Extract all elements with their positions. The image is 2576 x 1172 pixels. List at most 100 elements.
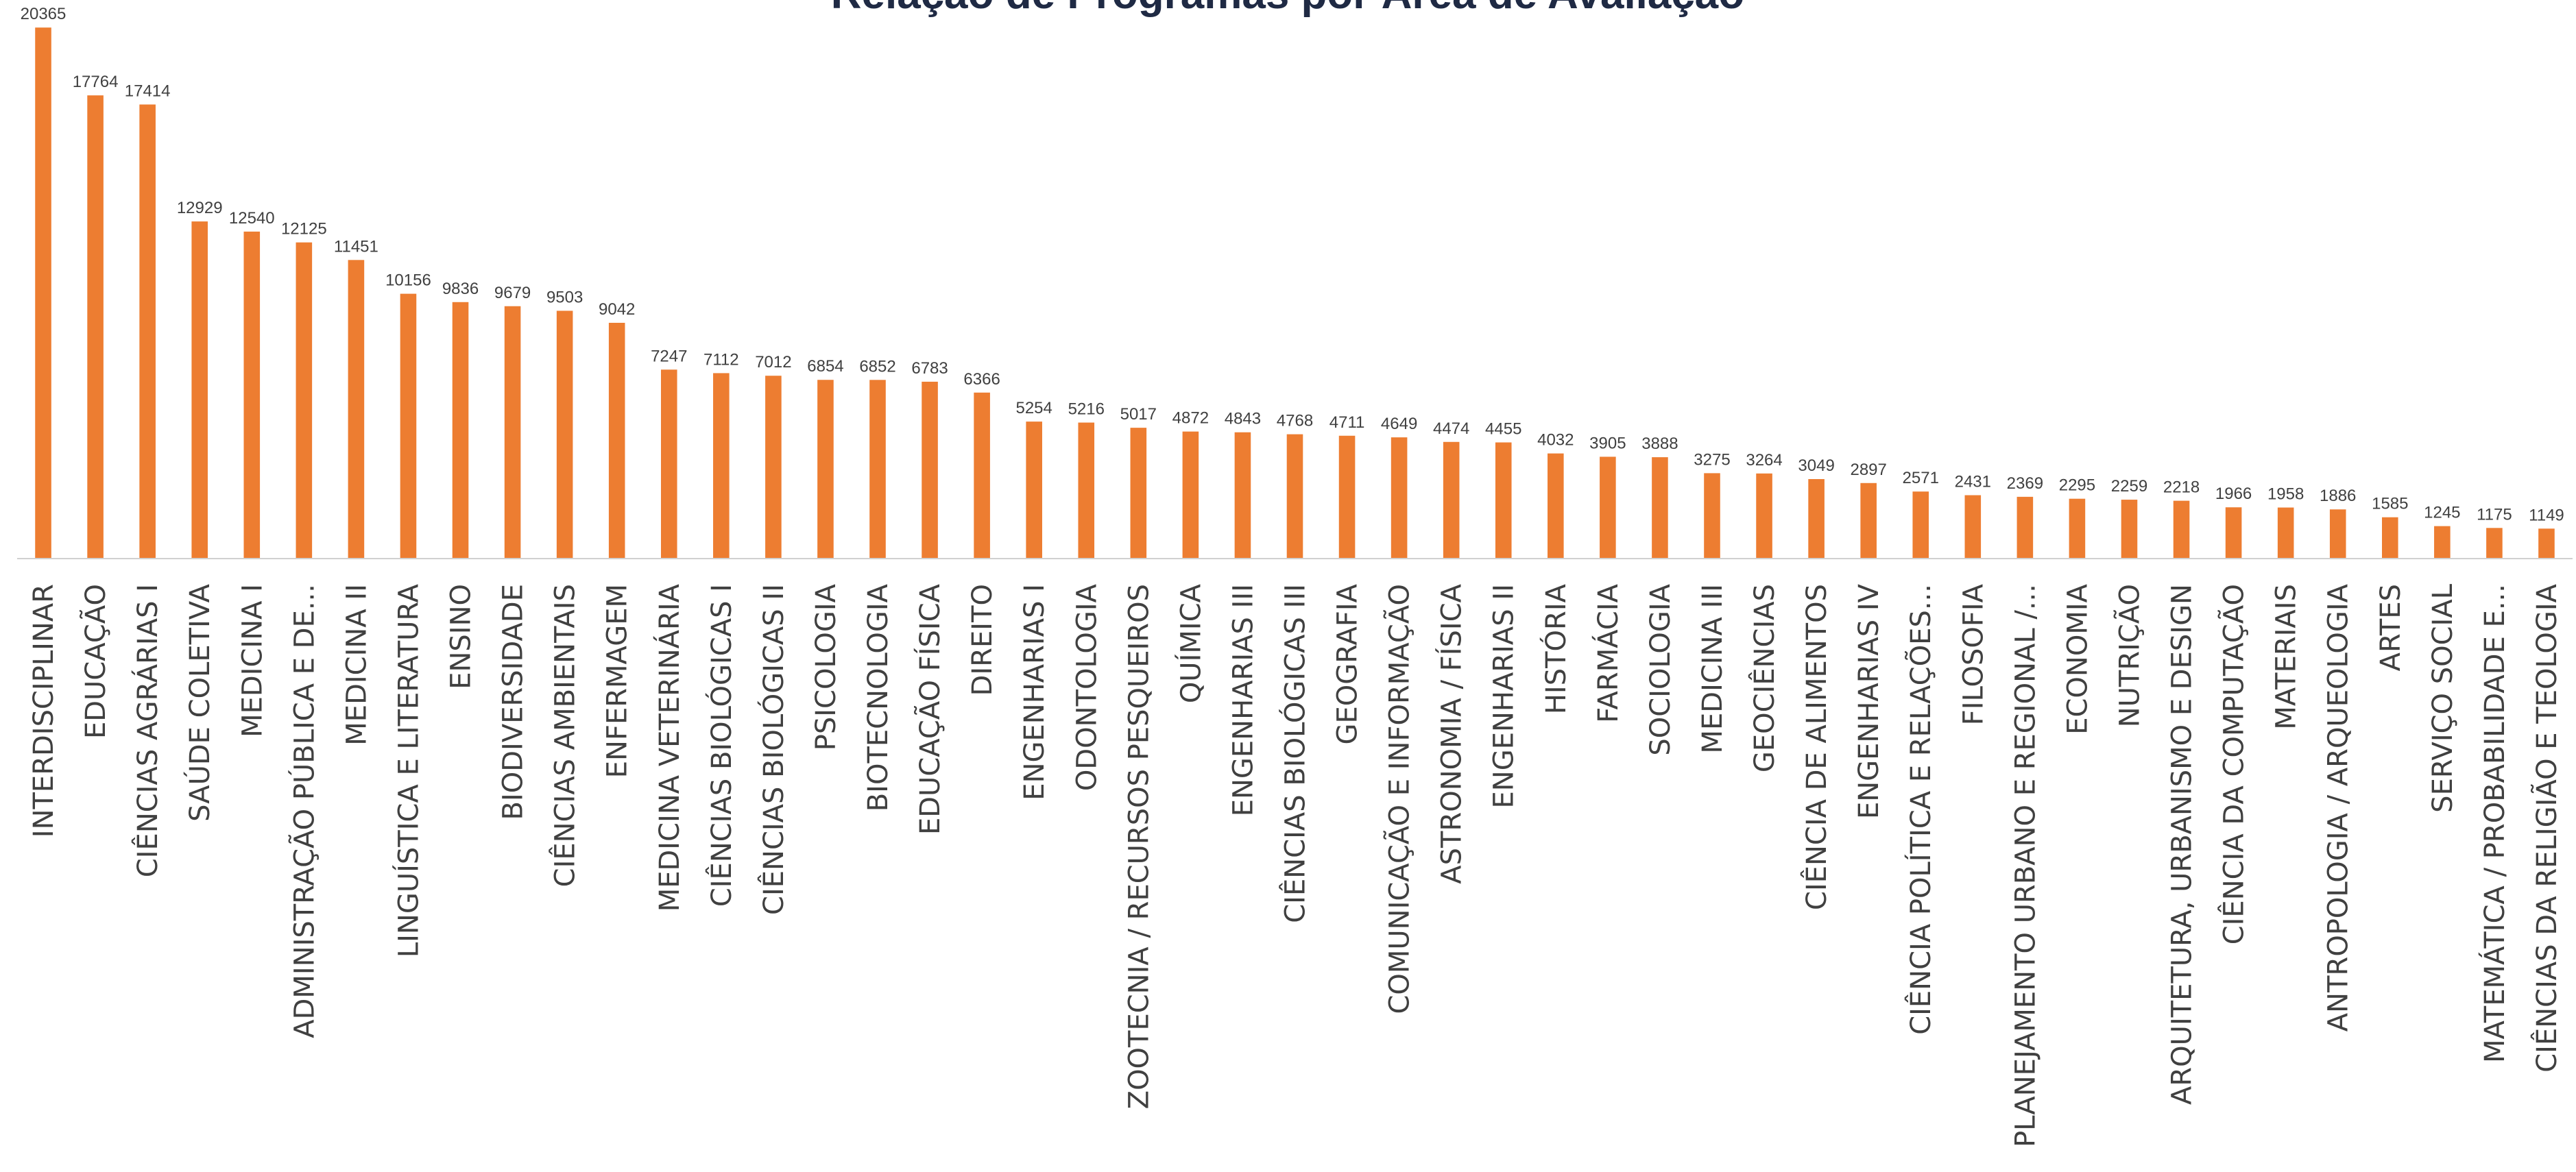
x-tick-label: CIÊNCIAS DA RELIGIÃO E TEOLOGIA: [2530, 583, 2563, 1072]
data-label: 1958: [2267, 485, 2304, 504]
bar: [869, 380, 886, 559]
bar: [1078, 422, 1095, 559]
x-tick-label: BIOTECNOLOGIA: [863, 583, 894, 811]
bar: [1391, 437, 1408, 559]
x-tick-label: FILOSOFIA: [1958, 583, 1989, 725]
x-tick-label: GEOCIÊNCIAS: [1748, 584, 1781, 772]
data-label: 5017: [1120, 405, 1157, 424]
x-tick-label: ANTROPOLOGIA / ARQUEOLOGIA: [2323, 583, 2355, 1031]
x-tick-label: ZOOTECNIA / RECURSOS PESQUEIROS: [1123, 584, 1155, 1109]
data-label: 12125: [281, 220, 327, 239]
x-tick-label: SOCIOLOGIA: [1645, 583, 1676, 755]
data-label: 1585: [2372, 495, 2408, 513]
x-tick-label: BIODIVERSIDADE: [498, 584, 529, 820]
x-tick-label: QUÍMICA: [1174, 583, 1207, 703]
data-label: 3275: [1694, 450, 1730, 469]
data-label: 4872: [1172, 409, 1209, 428]
bar: [243, 231, 261, 559]
bar: [2277, 507, 2294, 559]
x-tick-label: NUTRIÇÃO: [2112, 584, 2145, 727]
x-tick-label: PSICOLOGIA: [810, 583, 842, 750]
bar: [348, 260, 365, 559]
bar: [2486, 528, 2503, 559]
data-label: 9679: [494, 284, 531, 302]
bar: [608, 322, 625, 559]
bar: [191, 221, 208, 559]
x-tick-label: COMUNICAÇÃO E INFORMAÇÃO: [1383, 584, 1416, 1014]
bar: [1130, 428, 1147, 559]
bar: [660, 369, 677, 559]
x-tick-label: CIÊNCIAS BIOLÓGICAS II: [757, 584, 790, 915]
x-tick-label: HISTÓRIA: [1539, 583, 1572, 714]
bar: [556, 310, 573, 559]
data-label: 6783: [911, 359, 948, 378]
data-label: 2571: [1903, 469, 1939, 487]
bar: [1443, 441, 1460, 559]
data-label: 1149: [2529, 506, 2564, 524]
x-tick-label: EDUCAÇÃO: [79, 584, 112, 739]
x-tick-label: GEOGRAFIA: [1332, 583, 1364, 744]
x-tick-label: ECONOMIA: [2062, 583, 2093, 734]
x-tick-label: FARMÁCIA: [1591, 583, 1624, 722]
x-tick-label: ENFERMAGEM: [602, 584, 634, 778]
data-label: 1245: [2424, 504, 2460, 522]
bar: [1182, 431, 1199, 559]
x-tick-label: INTERDISCIPLINAR: [28, 584, 60, 838]
x-tick-label: MEDICINA I: [237, 584, 268, 737]
data-label: 20365: [21, 5, 67, 23]
x-tick-label: MEDICINA III: [1697, 584, 1729, 754]
data-label: 4032: [1537, 431, 1574, 450]
data-label: 7247: [651, 347, 687, 365]
x-tick-label: ENSINO: [446, 584, 477, 689]
bar: [2069, 498, 2086, 559]
x-tick-label: MATEMÁTICA / PROBABILIDADE E...: [2478, 584, 2511, 1063]
data-label: 12540: [229, 209, 275, 228]
x-tick-label: LINGUÍSTICA E LITERATURA: [392, 583, 424, 957]
bar: [2173, 500, 2190, 559]
bar: [2225, 507, 2242, 559]
data-label: 6854: [807, 357, 843, 376]
data-label: 4711: [1329, 413, 1365, 432]
bar: [1495, 442, 1512, 559]
x-tick-label: EDUCAÇÃO FÍSICA: [913, 583, 946, 835]
value-labels-layer: 20365 17764 17414 12929 12540 12125 11451 10156…: [21, 5, 2564, 524]
bar: [817, 380, 834, 559]
x-tick-label: ENGENHARIAS IV: [1853, 583, 1885, 819]
bar: [1860, 483, 1877, 559]
bar: [922, 381, 938, 559]
x-tick-label: MATERIAIS: [2271, 584, 2302, 730]
data-label: 3905: [1589, 434, 1626, 452]
x-tick-label: CIÊNCIA DA COMPUTAÇÃO: [2217, 584, 2250, 944]
bar: [400, 293, 417, 559]
bars-layer: [35, 27, 2555, 559]
data-label: 10156: [385, 271, 431, 290]
bar: [2538, 528, 2555, 559]
data-label: 11451: [334, 237, 378, 256]
x-tick-label: CIÊNCIAS BIOLÓGICAS III: [1279, 584, 1312, 923]
bar: [1548, 453, 1564, 559]
data-label: 12929: [177, 199, 223, 217]
x-tick-label: CIÊNCIAS AMBIENTAIS: [549, 584, 581, 887]
bar: [1912, 491, 1929, 559]
x-tick-label: MEDICINA VETERINÁRIA: [653, 583, 686, 912]
data-label: 6366: [963, 370, 1000, 389]
bar: [504, 306, 521, 559]
x-tick-label: ENGENHARIAS III: [1227, 584, 1259, 816]
data-label: 7012: [755, 353, 791, 371]
bar: [2382, 517, 2398, 559]
bar: [1808, 479, 1825, 559]
data-label: 4455: [1485, 420, 1521, 439]
data-label: 6852: [859, 357, 895, 376]
x-tick-label: CIÊNCIA DE ALIMENTOS: [1800, 584, 1833, 910]
data-label: 4768: [1277, 412, 1313, 430]
bar: [35, 27, 51, 559]
bar: [1756, 473, 1772, 559]
data-label: 9042: [599, 300, 635, 319]
x-tick-label: CIÊNCIAS AGRÁRIAS I: [131, 584, 164, 877]
data-label: 3264: [1746, 451, 1782, 469]
x-tick-label: ENGENHARIAS II: [1489, 584, 1520, 808]
data-label: 9836: [442, 280, 479, 298]
data-label: 4843: [1225, 410, 1261, 428]
